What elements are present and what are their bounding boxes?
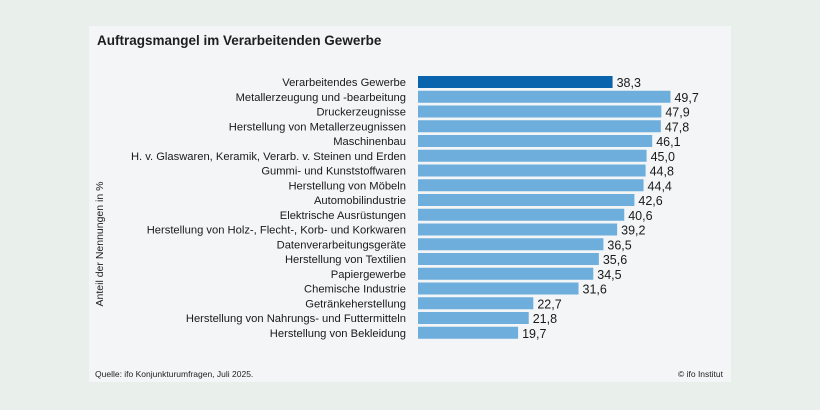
bar-17: [418, 326, 519, 339]
bar-chart: Verarbeitendes Gewerbe 38,3 Metallerzeugun…: [131, 76, 699, 341]
value-label-13: 34,5: [597, 268, 621, 282]
category-label-0: Verarbeitendes Gewerbe: [282, 77, 406, 89]
value-label-8: 42,6: [638, 194, 662, 208]
bar-10: [418, 223, 618, 236]
category-label-6: Gummi- und Kunststoffwaren: [261, 166, 406, 178]
value-label-15: 22,7: [537, 297, 561, 311]
category-label-5: H. v. Glaswaren, Keramik, Verarb. v. Ste…: [131, 151, 406, 163]
category-label-9: Elektrische Ausrüstungen: [280, 210, 406, 222]
bar-12: [418, 253, 599, 265]
category-label-2: Druckerzeugnisse: [316, 107, 406, 119]
bar-3: [418, 120, 661, 133]
value-label-2: 47,9: [665, 106, 689, 120]
bar-8: [418, 194, 635, 206]
value-label-6: 44,8: [650, 165, 674, 179]
copyright-note: © ifo Institut: [677, 369, 723, 379]
bar-14: [418, 282, 579, 295]
value-label-16: 21,8: [533, 312, 557, 326]
value-label-3: 47,8: [665, 120, 689, 134]
category-label-16: Herstellung von Nahrungs- und Futtermitt…: [186, 313, 406, 325]
bar-13: [418, 267, 594, 280]
bar-16: [418, 312, 529, 324]
category-label-10: Herstellung von Holz-, Flecht-, Korb- un…: [147, 225, 406, 237]
bar-1: [418, 90, 671, 103]
category-label-8: Automobilindustrie: [314, 195, 406, 207]
category-label-11: Datenverarbeitungsgeräte: [277, 239, 406, 251]
value-label-4: 46,1: [656, 135, 680, 149]
bar-4: [418, 135, 653, 147]
bar-9: [418, 208, 625, 221]
category-label-1: Metallerzeugung und -bearbeitung: [236, 92, 406, 104]
category-label-12: Herstellung von Textilien: [285, 254, 406, 266]
bar-0: [418, 76, 613, 88]
category-label-17: Herstellung von Bekleidung: [270, 328, 406, 340]
value-label-1: 49,7: [674, 91, 698, 105]
value-label-5: 45,0: [651, 150, 675, 164]
value-label-10: 39,2: [621, 224, 645, 238]
value-label-11: 36,5: [607, 238, 631, 252]
value-label-9: 40,6: [628, 209, 652, 223]
category-label-14: Chemische Industrie: [304, 284, 406, 296]
category-label-3: Herstellung von Metallerzeugnissen: [229, 121, 406, 133]
bar-2: [418, 105, 662, 118]
value-label-12: 35,6: [603, 253, 627, 267]
value-label-17: 19,7: [522, 327, 546, 341]
value-label-7: 44,4: [648, 179, 672, 193]
value-label-0: 38,3: [617, 76, 641, 90]
source-note: Quelle: ifo Konjunkturumfragen, Juli 202…: [95, 369, 254, 379]
bar-5: [418, 149, 647, 162]
category-label-15: Getränkeherstellung: [305, 298, 406, 310]
chart-card: Auftragsmangel im Verarbeitenden Gewerbe…: [89, 26, 731, 382]
category-label-4: Maschinenbau: [333, 136, 406, 148]
bar-11: [418, 238, 604, 251]
value-label-14: 31,6: [583, 283, 607, 297]
category-label-13: Papiergewerbe: [331, 269, 406, 281]
category-label-7: Herstellung von Möbeln: [288, 180, 406, 192]
bar-15: [418, 297, 534, 310]
chart-title: Auftragsmangel im Verarbeitenden Gewerbe: [97, 33, 382, 48]
bar-7: [418, 179, 644, 192]
bar-6: [418, 164, 646, 177]
